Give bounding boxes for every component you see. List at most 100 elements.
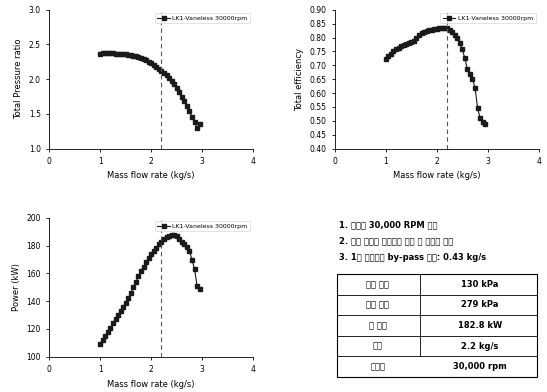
LK1-Vaneless 30000rpm [168, 78, 175, 83]
Line: LK1-Vaneless 30000rpm: LK1-Vaneless 30000rpm [98, 232, 202, 346]
LK1-Vaneless 30000rpm [143, 58, 149, 63]
Text: 회전수: 회전수 [370, 362, 385, 371]
Text: 2. 최대 효율점 기준으로 유량 및 압력비 선정: 2. 최대 효율점 기준으로 유량 및 압력비 선정 [339, 237, 453, 246]
Text: 182.8 kW: 182.8 kW [457, 321, 502, 330]
LK1-Vaneless 30000rpm [479, 120, 486, 125]
LK1-Vaneless 30000rpm [382, 57, 389, 62]
LK1-Vaneless 30000rpm [110, 321, 117, 326]
X-axis label: Mass flow rate (kg/s): Mass flow rate (kg/s) [393, 171, 481, 180]
Legend: LK1-Vaneless 30000rpm: LK1-Vaneless 30000rpm [155, 221, 250, 231]
LK1-Vaneless 30000rpm [135, 274, 142, 279]
LK1-Vaneless 30000rpm [181, 242, 188, 247]
LK1-Vaneless 30000rpm [413, 35, 420, 40]
LK1-Vaneless 30000rpm [385, 54, 392, 59]
LK1-Vaneless 30000rpm [166, 234, 172, 238]
LK1-Vaneless 30000rpm [158, 69, 165, 73]
Text: 279 kPa: 279 kPa [461, 300, 498, 309]
LK1-Vaneless 30000rpm [161, 236, 167, 241]
LK1-Vaneless 30000rpm [132, 279, 139, 284]
LK1-Vaneless 30000rpm [189, 257, 195, 262]
LK1-Vaneless 30000rpm [120, 305, 126, 309]
Y-axis label: Total Pressure ratio: Total Pressure ratio [14, 39, 23, 120]
LK1-Vaneless 30000rpm [148, 252, 154, 256]
Line: LK1-Vaneless 30000rpm: LK1-Vaneless 30000rpm [384, 26, 487, 126]
Text: 130 kPa: 130 kPa [461, 280, 498, 289]
LK1-Vaneless 30000rpm [449, 30, 456, 34]
Text: 유량: 유량 [373, 341, 383, 350]
LK1-Vaneless 30000rpm [135, 54, 142, 59]
LK1-Vaneless 30000rpm [454, 36, 461, 41]
LK1-Vaneless 30000rpm [400, 42, 407, 47]
LK1-Vaneless 30000rpm [150, 62, 157, 67]
LK1-Vaneless 30000rpm [482, 121, 488, 126]
LK1-Vaneless 30000rpm [173, 234, 180, 238]
Text: 출구 압력: 출구 압력 [366, 300, 389, 309]
LK1-Vaneless 30000rpm [426, 28, 433, 33]
LK1-Vaneless 30000rpm [100, 338, 106, 343]
LK1-Vaneless 30000rpm [150, 249, 157, 254]
LK1-Vaneless 30000rpm [118, 51, 124, 56]
Line: LK1-Vaneless 30000rpm: LK1-Vaneless 30000rpm [98, 51, 202, 130]
LK1-Vaneless 30000rpm [390, 49, 397, 54]
LK1-Vaneless 30000rpm [184, 245, 190, 249]
LK1-Vaneless 30000rpm [186, 109, 193, 113]
LK1-Vaneless 30000rpm [196, 287, 203, 291]
LK1-Vaneless 30000rpm [436, 26, 443, 31]
LK1-Vaneless 30000rpm [115, 51, 121, 56]
LK1-Vaneless 30000rpm [191, 120, 198, 125]
LK1-Vaneless 30000rpm [474, 106, 481, 111]
LK1-Vaneless 30000rpm [158, 239, 165, 244]
X-axis label: Mass flow rate (kg/s): Mass flow rate (kg/s) [107, 379, 195, 388]
LK1-Vaneless 30000rpm [153, 64, 160, 69]
LK1-Vaneless 30000rpm [469, 77, 476, 82]
LK1-Vaneless 30000rpm [112, 317, 119, 321]
LK1-Vaneless 30000rpm [140, 264, 147, 269]
LK1-Vaneless 30000rpm [459, 47, 465, 52]
Text: 입구 압력: 입구 압력 [366, 280, 389, 289]
LK1-Vaneless 30000rpm [146, 60, 152, 64]
LK1-Vaneless 30000rpm [194, 283, 200, 288]
LK1-Vaneless 30000rpm [441, 26, 448, 31]
LK1-Vaneless 30000rpm [100, 51, 106, 55]
X-axis label: Mass flow rate (kg/s): Mass flow rate (kg/s) [107, 171, 195, 180]
LK1-Vaneless 30000rpm [163, 73, 170, 77]
Y-axis label: Power (kW): Power (kW) [12, 263, 21, 311]
LK1-Vaneless 30000rpm [130, 53, 137, 58]
Text: 30,000 rpm: 30,000 rpm [453, 362, 507, 371]
Text: 축 동력: 축 동력 [369, 321, 387, 330]
LK1-Vaneless 30000rpm [173, 85, 180, 90]
LK1-Vaneless 30000rpm [127, 53, 134, 57]
LK1-Vaneless 30000rpm [388, 51, 394, 56]
LK1-Vaneless 30000rpm [405, 40, 412, 45]
LK1-Vaneless 30000rpm [462, 56, 468, 61]
LK1-Vaneless 30000rpm [467, 72, 473, 76]
LK1-Vaneless 30000rpm [194, 125, 200, 130]
LK1-Vaneless 30000rpm [395, 45, 402, 50]
LK1-Vaneless 30000rpm [403, 41, 410, 46]
LK1-Vaneless 30000rpm [416, 33, 422, 38]
LK1-Vaneless 30000rpm [140, 57, 147, 62]
LK1-Vaneless 30000rpm [138, 55, 144, 60]
Text: 2.2 kg/s: 2.2 kg/s [461, 341, 498, 350]
LK1-Vaneless 30000rpm [166, 75, 172, 80]
LK1-Vaneless 30000rpm [446, 27, 453, 32]
LK1-Vaneless 30000rpm [408, 39, 415, 44]
LK1-Vaneless 30000rpm [115, 313, 121, 318]
LK1-Vaneless 30000rpm [472, 85, 478, 90]
LK1-Vaneless 30000rpm [102, 334, 109, 338]
LK1-Vaneless 30000rpm [118, 309, 124, 313]
LK1-Vaneless 30000rpm [191, 267, 198, 272]
LK1-Vaneless 30000rpm [138, 269, 144, 273]
LK1-Vaneless 30000rpm [428, 27, 435, 32]
LK1-Vaneless 30000rpm [132, 54, 139, 59]
LK1-Vaneless 30000rpm [418, 31, 425, 36]
LK1-Vaneless 30000rpm [104, 51, 111, 55]
LK1-Vaneless 30000rpm [102, 51, 109, 55]
LK1-Vaneless 30000rpm [444, 26, 450, 31]
LK1-Vaneless 30000rpm [393, 47, 399, 52]
LK1-Vaneless 30000rpm [97, 342, 103, 347]
LK1-Vaneless 30000rpm [155, 242, 162, 247]
LK1-Vaneless 30000rpm [456, 41, 463, 45]
Text: 1. 회전수 30,000 RPM 제한: 1. 회전수 30,000 RPM 제한 [339, 221, 438, 230]
LK1-Vaneless 30000rpm [148, 61, 154, 65]
